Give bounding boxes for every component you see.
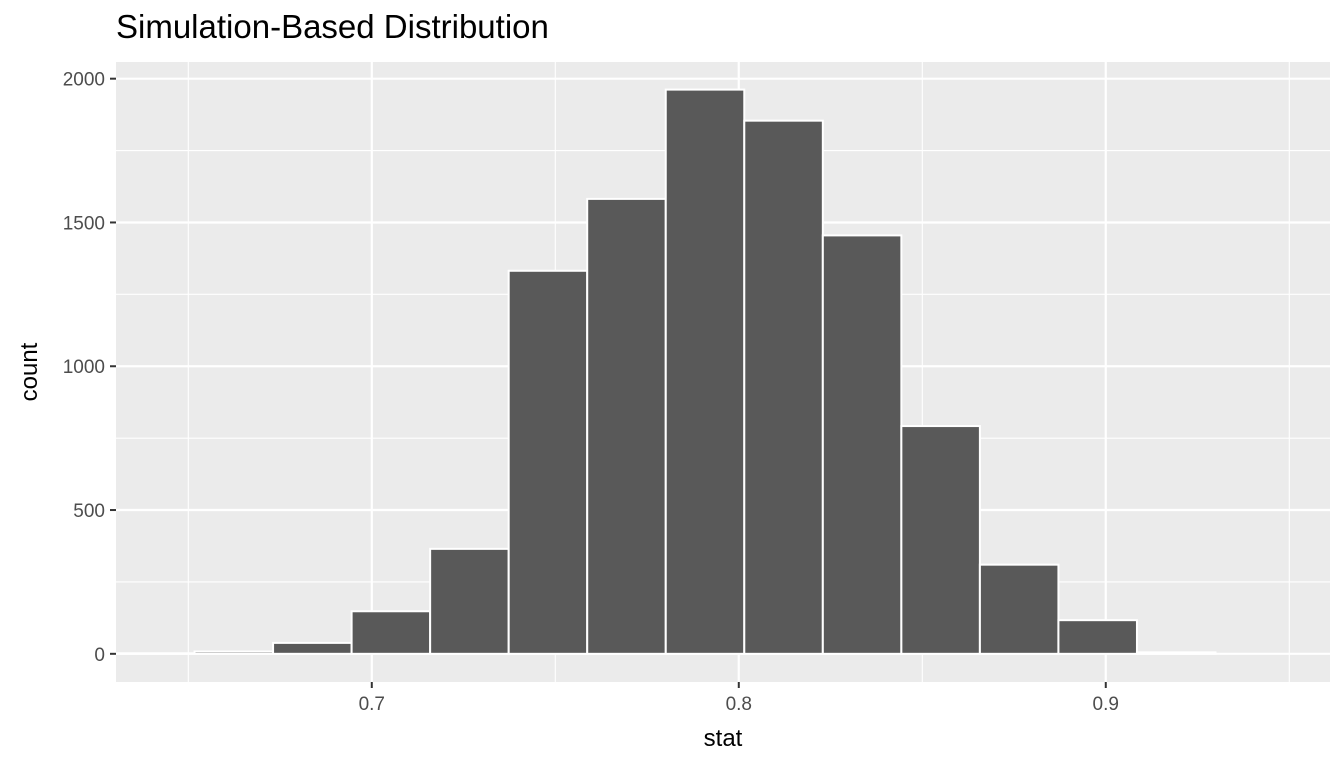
y-tick-label: 2000: [63, 70, 105, 91]
x-tick-label: 0.7: [359, 694, 385, 715]
histogram-bar: [193, 650, 275, 655]
histogram-bar: [586, 197, 667, 655]
y-tick-label: 1500: [63, 213, 105, 234]
histogram-bar: [1057, 619, 1138, 655]
y-axis: 0 500 1000 1500 2000: [63, 70, 116, 666]
x-tick-label: 0.8: [726, 694, 752, 715]
histogram-bar: [978, 563, 1060, 655]
histogram-bar: [900, 425, 981, 655]
y-axis-title: count: [16, 342, 43, 401]
x-axis-title: stat: [704, 725, 743, 752]
histogram-bar: [272, 641, 353, 655]
histogram-bar: [1135, 651, 1217, 655]
histogram-bars: [115, 88, 1217, 655]
histogram-bar: [115, 652, 196, 655]
histogram-bar: [507, 269, 589, 655]
x-axis: 0.7 0.8 0.9: [359, 682, 1119, 715]
y-tick-label: 500: [73, 501, 105, 522]
x-tick-label: 0.9: [1093, 694, 1119, 715]
y-tick-label: 0: [94, 645, 105, 666]
histogram-bar: [821, 234, 903, 655]
histogram-bar: [664, 88, 746, 655]
histogram-bar: [429, 547, 510, 655]
histogram-bar: [743, 119, 824, 655]
y-tick-label: 1000: [63, 357, 105, 378]
chart-title: Simulation-Based Distribution: [116, 8, 549, 45]
histogram-bar: [350, 610, 432, 655]
